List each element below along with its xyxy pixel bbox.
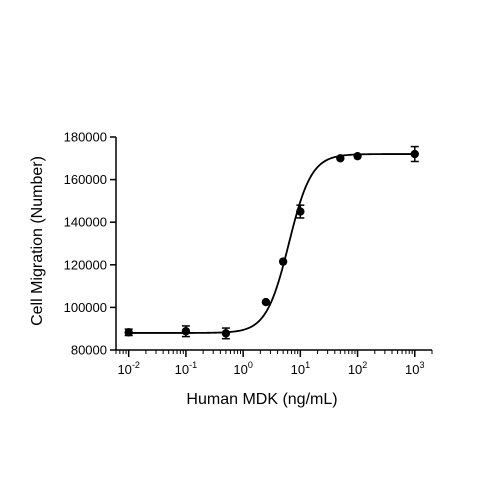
data-point: [336, 154, 345, 163]
y-axis: 80000 100000 120000 140000 160000 180000: [64, 130, 117, 358]
x-axis: 10-2 10-1 100 101 102 103: [115, 349, 433, 377]
y-tick-label: 80000: [71, 343, 107, 358]
x-axis-label: Human MDK (ng/mL): [186, 391, 337, 408]
data-points-layer: [124, 145, 419, 340]
x-tick-label: 102: [348, 360, 367, 377]
data-point: [353, 151, 362, 161]
x-tick-label: 10-1: [175, 360, 197, 377]
data-point: [410, 149, 419, 159]
fit-curve-layer: [128, 153, 415, 334]
data-point: [181, 327, 191, 336]
data-point: [124, 328, 133, 337]
data-point: [221, 329, 231, 338]
x-tick-label: 10-2: [117, 360, 139, 377]
data-point: [261, 297, 271, 307]
x-tick-label: 103: [405, 360, 424, 377]
fit-curve: [128, 153, 415, 334]
x-tick-label: 100: [233, 360, 252, 377]
y-tick-label: 180000: [64, 130, 107, 145]
y-tick-label: 140000: [64, 215, 107, 230]
x-tick-label: 101: [291, 360, 310, 377]
y-tick-label: 160000: [64, 172, 107, 187]
y-tick-label: 100000: [64, 300, 107, 315]
y-tick-label: 120000: [64, 257, 107, 272]
data-point: [296, 207, 305, 216]
y-axis-label: Cell Migration (Number): [29, 156, 46, 326]
data-point: [278, 257, 288, 266]
